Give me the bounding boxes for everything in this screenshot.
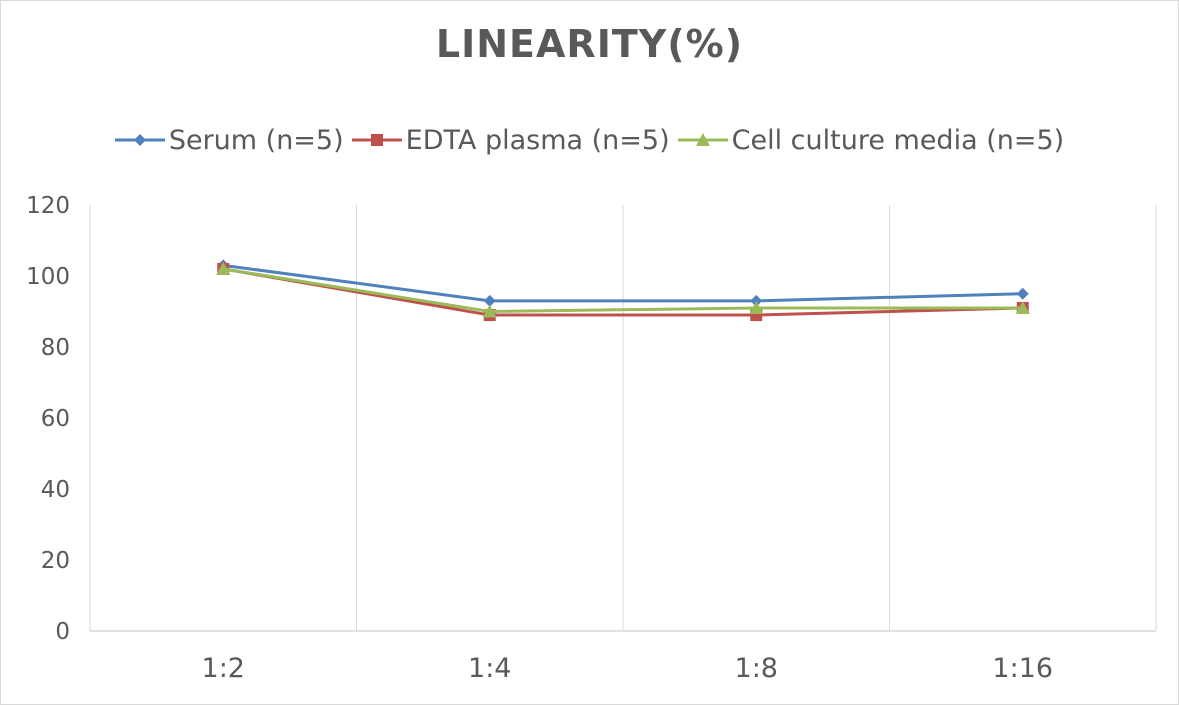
legend-label-cell-culture: Cell culture media (n=5): [731, 124, 1065, 156]
legend-swatch-edta: [351, 134, 402, 146]
data-point-triangle: [749, 300, 764, 314]
x-category-label: 1:2: [202, 653, 245, 684]
legend-swatch-serum: [114, 134, 165, 146]
chart-title: LINEARITY(%): [435, 22, 744, 66]
y-tick-label: 120: [26, 193, 70, 219]
data-point-diamond: [483, 294, 496, 307]
y-tick-label: 20: [41, 548, 70, 574]
y-tick-label: 80: [41, 335, 70, 361]
data-point-diamond: [750, 294, 763, 307]
data-point-triangle: [216, 261, 231, 275]
series-line: [223, 267, 1023, 313]
legend-label-edta: EDTA plasma (n=5): [405, 124, 670, 156]
series-line: [223, 263, 1023, 303]
data-point-triangle: [1015, 300, 1030, 314]
legend-label-serum: Serum (n=5): [168, 124, 344, 156]
series-line: [222, 267, 1023, 317]
y-tick-label: 60: [41, 406, 70, 432]
legend-item-cell-culture: Cell culture media (n=5): [677, 124, 1065, 156]
y-tick-label: 0: [55, 619, 70, 645]
chart-legend: Serum (n=5) EDTA plasma (n=5) Cell cultu…: [0, 118, 1179, 162]
legend-swatch-cell-culture: [677, 133, 728, 146]
data-point-triangle: [482, 304, 497, 318]
x-category-label: 1:8: [735, 653, 778, 684]
legend-item-serum: Serum (n=5): [114, 124, 344, 156]
legend-item-edta: EDTA plasma (n=5): [351, 124, 670, 156]
y-tick-label: 100: [26, 264, 70, 290]
y-tick-label: 40: [41, 477, 70, 503]
x-category-label: 1:16: [992, 653, 1053, 684]
data-point-diamond: [1016, 287, 1029, 300]
x-category-label: 1:4: [468, 653, 511, 684]
